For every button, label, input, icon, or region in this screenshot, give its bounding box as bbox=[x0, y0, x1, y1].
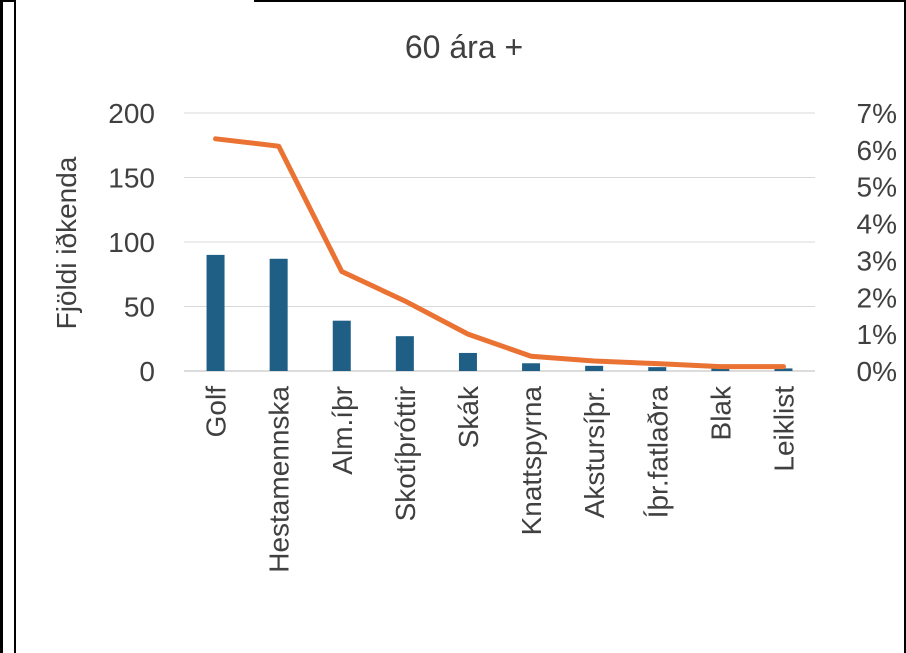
right-tick-label: 0% bbox=[857, 356, 897, 387]
right-tick-label: 3% bbox=[857, 245, 897, 276]
right-tick-label: 1% bbox=[857, 319, 897, 350]
x-tick-label: Golf bbox=[201, 386, 232, 438]
left-tick-labels: 0 50 100 150 200 bbox=[108, 98, 155, 387]
x-tick-label: Skák bbox=[453, 385, 484, 448]
right-tick-labels: 0% 1% 2% 3% 4% 5% 6% 7% bbox=[857, 98, 897, 387]
right-tick-label: 5% bbox=[857, 172, 897, 203]
bar bbox=[269, 258, 288, 371]
bar bbox=[774, 368, 793, 371]
x-tick-label: Íþr.fatlaðra bbox=[642, 386, 673, 519]
right-tick-label: 7% bbox=[857, 98, 897, 129]
frame-top-gap bbox=[14, 0, 254, 3]
right-tick-label: 4% bbox=[857, 209, 897, 240]
line-series bbox=[213, 136, 786, 370]
y-axis-label: Fjöldi iðkenda bbox=[51, 156, 82, 329]
x-tick-labels: Golf Hestamennska Alm.íþr Skotíþróttir Skák K… bbox=[201, 385, 800, 573]
x-tick-label: Blak bbox=[705, 385, 736, 440]
left-tick-label: 50 bbox=[124, 292, 155, 323]
gridlines bbox=[184, 112, 815, 372]
x-tick-label: Hestamennska bbox=[264, 386, 295, 573]
bar bbox=[585, 365, 604, 371]
x-tick-label: Akstursíþr. bbox=[579, 386, 610, 518]
bar bbox=[522, 363, 541, 371]
right-tick-label: 2% bbox=[857, 282, 897, 313]
right-tick-label: 6% bbox=[857, 135, 897, 166]
chart-title: 60 ára + bbox=[405, 29, 523, 65]
left-tick-label: 0 bbox=[139, 356, 155, 387]
bar-series bbox=[206, 254, 793, 371]
left-tick-label: 100 bbox=[108, 227, 155, 258]
bar bbox=[458, 352, 477, 371]
bar bbox=[395, 336, 414, 371]
x-tick-label: Knattspyrna bbox=[516, 386, 547, 536]
bar bbox=[206, 254, 225, 371]
x-tick-label: Skotíþróttir bbox=[390, 386, 421, 521]
left-tick-label: 150 bbox=[108, 163, 155, 194]
bar bbox=[332, 320, 351, 371]
bar bbox=[711, 368, 730, 371]
frame-inner-line bbox=[14, 0, 16, 653]
line-path bbox=[213, 136, 786, 370]
x-tick-label: Leiklist bbox=[768, 386, 799, 472]
bar bbox=[648, 367, 667, 371]
x-tick-label: Alm.íþr bbox=[327, 386, 358, 475]
left-tick-label: 200 bbox=[108, 98, 155, 129]
